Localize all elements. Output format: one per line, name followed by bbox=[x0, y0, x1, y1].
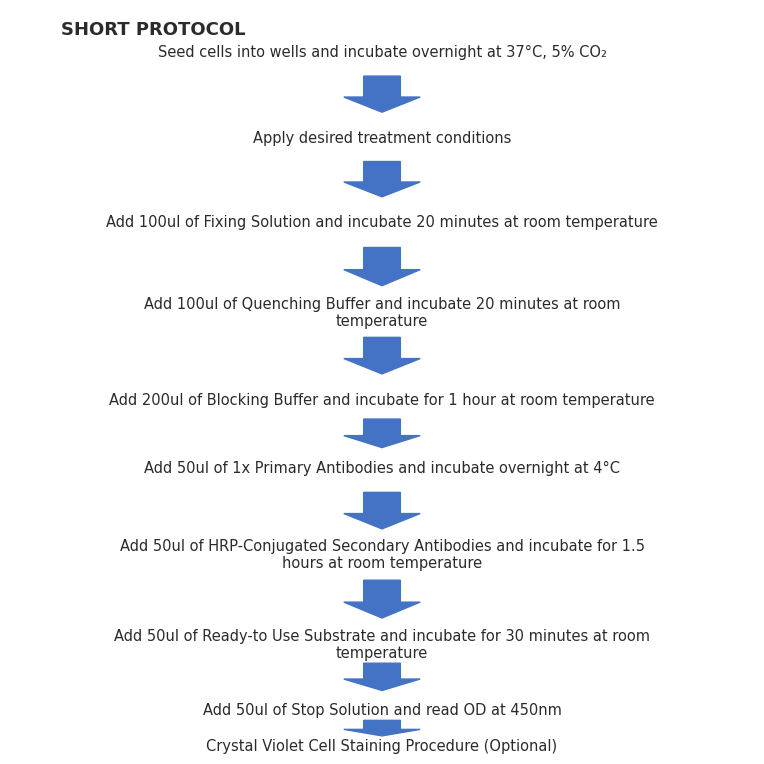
Text: Crystal Violet Cell Staining Procedure (Optional): Crystal Violet Cell Staining Procedure (… bbox=[206, 740, 558, 755]
FancyArrow shape bbox=[344, 419, 420, 448]
FancyArrow shape bbox=[344, 161, 420, 197]
Text: Add 50ul of 1x Primary Antibodies and incubate overnight at 4°C: Add 50ul of 1x Primary Antibodies and in… bbox=[144, 461, 620, 475]
Text: SHORT PROTOCOL: SHORT PROTOCOL bbox=[61, 21, 245, 40]
FancyArrow shape bbox=[344, 580, 420, 618]
FancyArrow shape bbox=[344, 76, 420, 112]
FancyArrow shape bbox=[344, 248, 420, 286]
FancyArrow shape bbox=[344, 720, 420, 736]
FancyArrow shape bbox=[344, 338, 420, 374]
Text: Apply desired treatment conditions: Apply desired treatment conditions bbox=[253, 131, 511, 145]
Text: Add 100ul of Fixing Solution and incubate 20 minutes at room temperature: Add 100ul of Fixing Solution and incubat… bbox=[106, 215, 658, 229]
FancyArrow shape bbox=[344, 663, 420, 691]
Text: Add 50ul of HRP-Conjugated Secondary Antibodies and incubate for 1.5
hours at ro: Add 50ul of HRP-Conjugated Secondary Ant… bbox=[119, 539, 645, 571]
Text: Seed cells into wells and incubate overnight at 37°C, 5% CO₂: Seed cells into wells and incubate overn… bbox=[157, 44, 607, 60]
FancyArrow shape bbox=[344, 492, 420, 529]
Text: Add 50ul of Stop Solution and read OD at 450nm: Add 50ul of Stop Solution and read OD at… bbox=[202, 703, 562, 717]
Text: Add 200ul of Blocking Buffer and incubate for 1 hour at room temperature: Add 200ul of Blocking Buffer and incubat… bbox=[109, 393, 655, 407]
Text: Add 100ul of Quenching Buffer and incubate 20 minutes at room
temperature: Add 100ul of Quenching Buffer and incuba… bbox=[144, 296, 620, 329]
Text: Add 50ul of Ready-to Use Substrate and incubate for 30 minutes at room
temperatu: Add 50ul of Ready-to Use Substrate and i… bbox=[114, 629, 650, 661]
